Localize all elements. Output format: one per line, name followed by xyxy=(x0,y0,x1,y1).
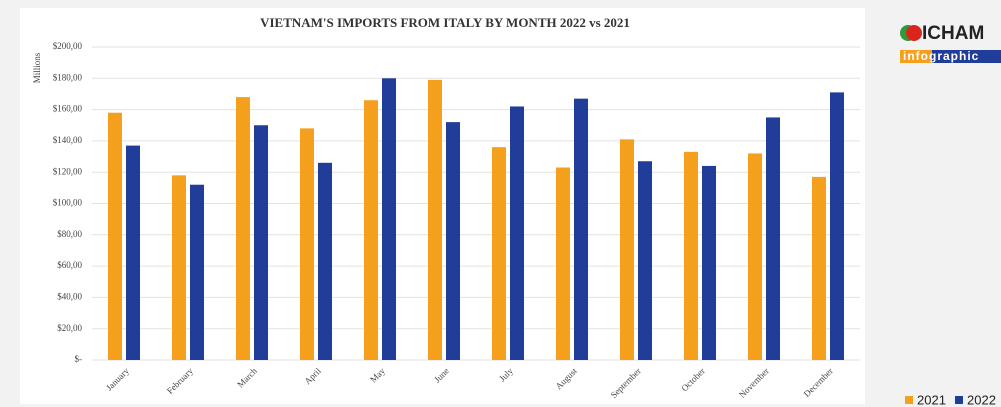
logo-name: ICHAM xyxy=(922,23,984,44)
logo-icon xyxy=(906,25,922,41)
bar xyxy=(574,98,588,361)
bar xyxy=(126,145,140,360)
bar xyxy=(702,165,716,360)
y-tick-label: $80,00 xyxy=(57,229,82,239)
legend-swatch xyxy=(905,396,913,404)
bar xyxy=(446,122,460,361)
bar xyxy=(300,128,314,360)
logo-tag-bg xyxy=(932,50,1001,63)
bar xyxy=(190,184,204,360)
y-tick-label: $60,00 xyxy=(57,260,82,270)
y-tick-label: $160,00 xyxy=(53,104,83,114)
y-tick-label: $120,00 xyxy=(53,166,83,176)
logo-tag-bg xyxy=(900,50,932,63)
legend-label: 2021 xyxy=(917,392,946,407)
y-tick-label: $40,00 xyxy=(57,291,82,301)
legend-label: 2022 xyxy=(967,392,996,407)
bar xyxy=(812,176,826,360)
bar xyxy=(620,139,634,360)
legend-swatch xyxy=(955,396,963,404)
plot-background xyxy=(20,8,865,404)
bar xyxy=(638,161,652,360)
bar xyxy=(172,175,186,360)
bar xyxy=(492,147,506,360)
bar xyxy=(364,100,378,361)
y-tick-label: $140,00 xyxy=(53,135,83,145)
bar xyxy=(510,106,524,360)
bar xyxy=(318,162,332,360)
y-tick-label: $- xyxy=(75,354,83,364)
bar xyxy=(254,125,268,360)
y-axis-label: Millions xyxy=(32,52,42,83)
bar xyxy=(236,97,250,360)
y-tick-label: $20,00 xyxy=(57,323,82,333)
y-tick-label: $100,00 xyxy=(53,198,83,208)
bar xyxy=(748,153,762,360)
y-tick-label: $200,00 xyxy=(53,41,83,51)
y-tick-label: $180,00 xyxy=(53,72,83,82)
bar xyxy=(766,117,780,360)
bar xyxy=(108,112,122,360)
bar xyxy=(382,78,396,361)
bar xyxy=(830,92,844,360)
bar xyxy=(684,151,698,360)
chart-title: VIETNAM'S IMPORTS FROM ITALY BY MONTH 20… xyxy=(260,15,630,30)
logo-tagline: infographic xyxy=(903,49,979,63)
bar xyxy=(556,167,570,360)
bar xyxy=(428,79,442,361)
